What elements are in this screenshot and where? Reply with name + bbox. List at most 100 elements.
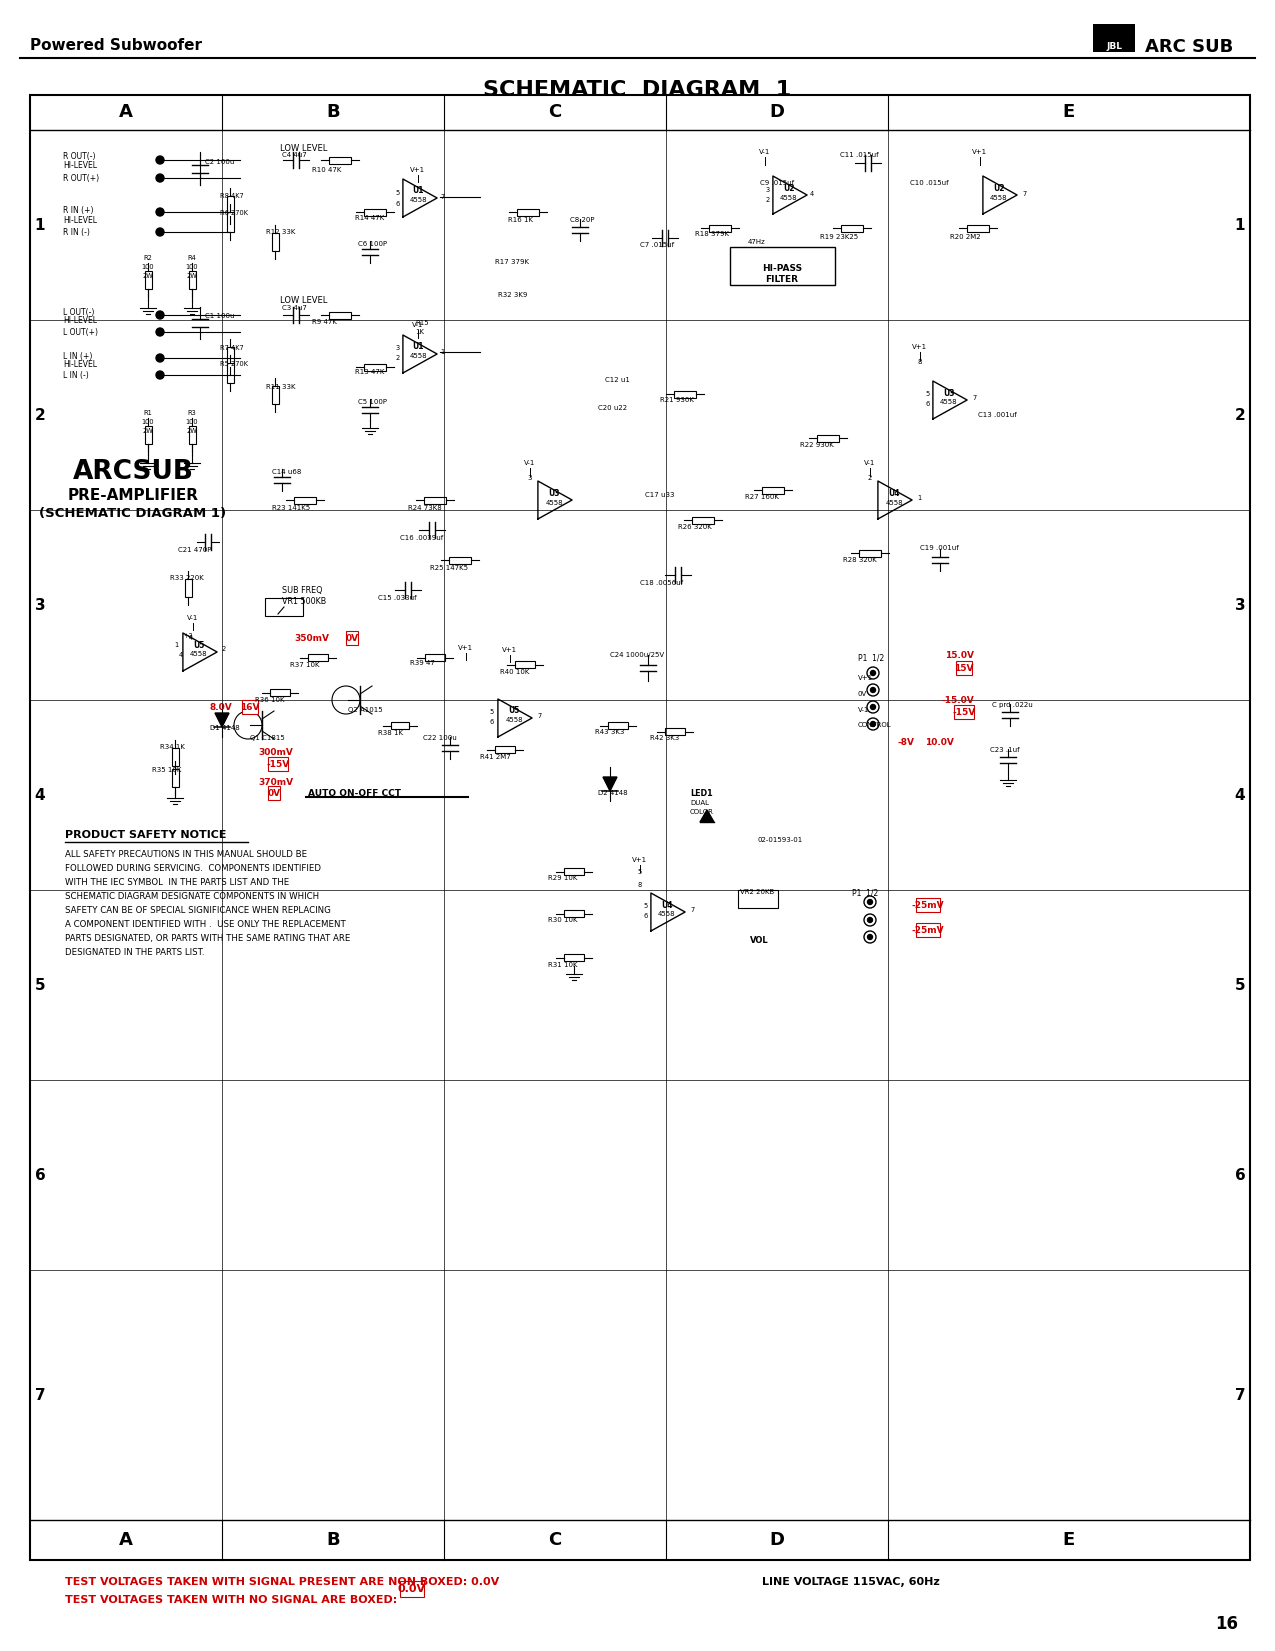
Text: 02-01593-01: 02-01593-01 (759, 837, 803, 844)
Text: R5 270K: R5 270K (221, 362, 249, 367)
Text: 7: 7 (1023, 192, 1026, 196)
Bar (31, 96, 1249, 1560)
Bar (268, 786, 280, 799)
Text: U2: U2 (783, 183, 794, 193)
Text: SCHEMATIC  DIAGRAM  1: SCHEMATIC DIAGRAM 1 (483, 79, 790, 101)
Text: R25 147K5: R25 147K5 (430, 565, 468, 571)
Text: LOW LEVEL: LOW LEVEL (280, 296, 328, 304)
Text: R8 4K7: R8 4K7 (221, 193, 244, 200)
Text: R12 33K: R12 33K (266, 229, 296, 234)
Text: V+1: V+1 (913, 343, 927, 350)
Text: R OUT(-): R OUT(-) (62, 152, 96, 160)
Text: PARTS DESIGNATED, OR PARTS WITH THE SAME RATING THAT ARE: PARTS DESIGNATED, OR PARTS WITH THE SAME… (65, 934, 351, 943)
Text: 100: 100 (186, 264, 199, 271)
Text: V+1: V+1 (632, 857, 648, 863)
Text: 5: 5 (490, 708, 493, 715)
Text: R10 47K: R10 47K (312, 167, 342, 173)
Text: C: C (548, 1530, 561, 1549)
Text: R7 4K7: R7 4K7 (221, 345, 244, 352)
Text: R35 10K: R35 10K (152, 768, 181, 773)
Bar (363, 208, 386, 216)
Text: 0.0V: 0.0V (398, 1583, 426, 1593)
Text: V+1: V+1 (858, 675, 873, 680)
Text: U4: U4 (889, 489, 900, 497)
Text: C19 .001uf: C19 .001uf (921, 545, 959, 551)
Text: C6 100P: C6 100P (358, 241, 388, 248)
Text: 2: 2 (766, 196, 770, 203)
Text: 2: 2 (1234, 408, 1246, 423)
Text: C12 u1: C12 u1 (606, 376, 630, 383)
Bar (915, 898, 940, 911)
Text: R36 10K: R36 10K (255, 697, 284, 703)
Text: 5: 5 (644, 903, 648, 910)
Text: ALL SAFETY PRECAUTIONS IN THIS MANUAL SHOULD BE: ALL SAFETY PRECAUTIONS IN THIS MANUAL SH… (65, 850, 307, 859)
Circle shape (871, 687, 876, 692)
Bar (425, 497, 446, 504)
Text: C5 100P: C5 100P (358, 400, 388, 404)
Text: 16: 16 (1215, 1615, 1238, 1633)
Text: JBL: JBL (1105, 41, 1122, 51)
Text: 0V: 0V (858, 692, 867, 697)
Bar (425, 654, 445, 662)
Bar (227, 347, 233, 367)
Text: -25mV: -25mV (912, 900, 945, 910)
Text: R28 320K: R28 320K (843, 556, 877, 563)
Text: C10 .015uf: C10 .015uf (910, 180, 949, 187)
Text: 16V: 16V (240, 702, 260, 712)
Bar (272, 386, 278, 404)
Text: 4: 4 (1234, 788, 1246, 802)
Bar (309, 654, 328, 662)
Text: R23 141K5: R23 141K5 (272, 505, 310, 512)
Bar (272, 233, 278, 251)
Text: R6 270K: R6 270K (221, 210, 249, 216)
Text: R19 23K25: R19 23K25 (820, 234, 858, 239)
Text: 6: 6 (926, 401, 929, 408)
Text: R27 160K: R27 160K (745, 494, 779, 500)
Text: R16 1K: R16 1K (507, 216, 533, 223)
Text: R4: R4 (187, 254, 196, 261)
Bar (268, 758, 288, 771)
Text: B: B (326, 102, 340, 121)
Bar (242, 700, 258, 713)
Text: 7: 7 (537, 713, 542, 718)
Text: C4 4u7: C4 4u7 (282, 152, 307, 158)
Text: -8V: -8V (898, 738, 915, 746)
Bar (817, 434, 839, 441)
Text: HI-LEVEL: HI-LEVEL (62, 315, 97, 325)
Text: R24 73K8: R24 73K8 (408, 505, 441, 512)
Bar (449, 556, 470, 563)
Text: 4558: 4558 (991, 195, 1007, 201)
Text: C20 u22: C20 u22 (598, 404, 627, 411)
Text: C7 .015uf: C7 .015uf (640, 243, 674, 248)
Text: R26 320K: R26 320K (678, 523, 711, 530)
Bar (185, 580, 191, 598)
Text: E: E (1063, 1530, 1075, 1549)
Text: SCHEMATIC DIAGRAM DESIGNATE COMPONENTS IN WHICH: SCHEMATIC DIAGRAM DESIGNATE COMPONENTS I… (65, 892, 319, 901)
Text: D2 4148: D2 4148 (598, 789, 627, 796)
Text: R39 47: R39 47 (411, 660, 435, 665)
Text: 7: 7 (1234, 1387, 1246, 1402)
Text: R34 1K: R34 1K (159, 745, 185, 750)
Text: C2 100u: C2 100u (205, 158, 235, 165)
Bar (1093, 25, 1135, 51)
Circle shape (156, 310, 164, 319)
Circle shape (156, 329, 164, 337)
Text: C15 .033uf: C15 .033uf (377, 594, 417, 601)
Circle shape (156, 228, 164, 236)
Text: V-1: V-1 (412, 322, 423, 329)
Text: HI-LEVEL: HI-LEVEL (62, 216, 97, 225)
Text: (SCHEMATIC DIAGRAM 1): (SCHEMATIC DIAGRAM 1) (40, 507, 227, 520)
Text: WITH THE IEC SYMBOL  IN THE PARTS LIST AND THE: WITH THE IEC SYMBOL IN THE PARTS LIST AN… (65, 878, 289, 887)
Text: 47Hz: 47Hz (748, 239, 766, 244)
Text: 7: 7 (690, 906, 695, 913)
Text: U3: U3 (548, 489, 560, 497)
Bar (709, 225, 731, 231)
Text: R22 930K: R22 930K (799, 442, 834, 447)
Circle shape (867, 918, 872, 923)
Text: A: A (119, 102, 133, 121)
Text: HI-LEVEL: HI-LEVEL (62, 360, 97, 368)
Text: 1: 1 (440, 348, 444, 355)
Text: C: C (548, 102, 561, 121)
Text: -15.0V: -15.0V (942, 695, 975, 705)
Polygon shape (700, 811, 714, 822)
